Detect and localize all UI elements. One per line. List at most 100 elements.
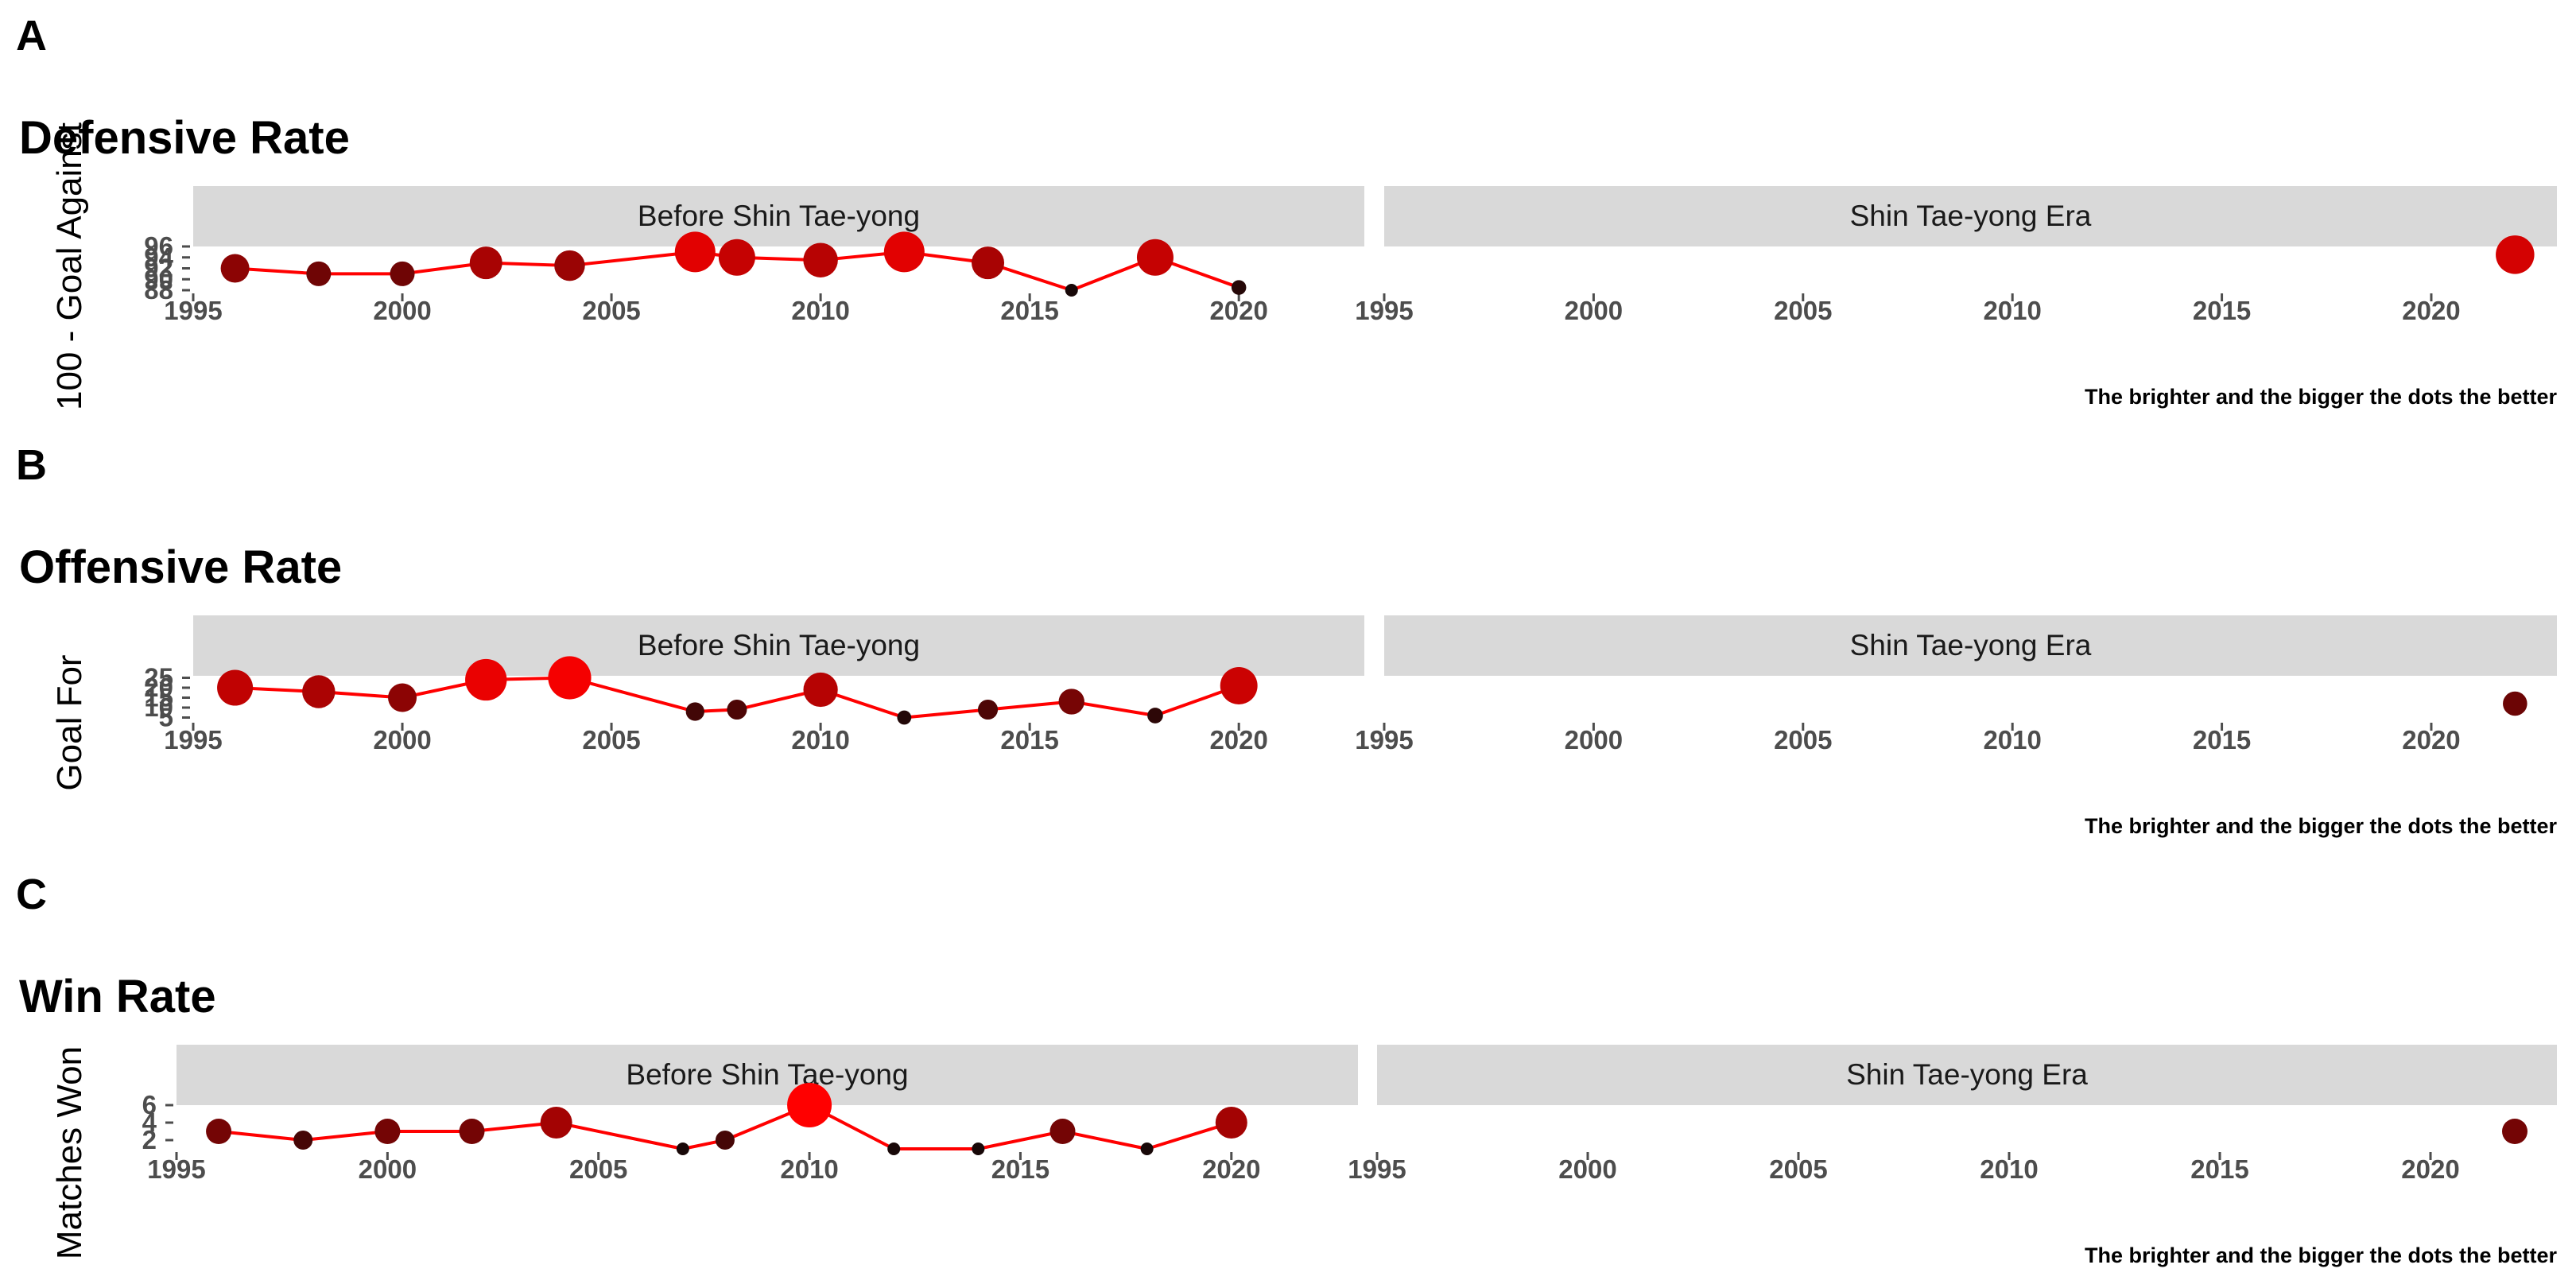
panel-tag: B — [16, 441, 47, 489]
y-tick-label: 92 — [144, 254, 173, 283]
data-point — [374, 1119, 401, 1144]
x-tick-label: 2010 — [1983, 296, 2041, 325]
data-point — [1058, 689, 1084, 715]
data-point — [548, 656, 592, 700]
data-point — [718, 239, 755, 276]
x-tick-label: 2020 — [1209, 725, 1267, 755]
y-tick-label: 6 — [142, 1090, 157, 1119]
x-tick-label: 2000 — [1558, 1154, 1616, 1184]
x-tick-label: 2005 — [582, 725, 640, 755]
x-tick-label: 2020 — [1202, 1154, 1260, 1184]
data-point — [1231, 280, 1247, 295]
data-point — [388, 683, 417, 712]
data-point — [676, 1143, 689, 1155]
data-point — [540, 1107, 572, 1139]
x-tick-label: 2020 — [2402, 725, 2460, 755]
panel-title: Offensive Rate — [19, 541, 343, 593]
data-point — [2503, 691, 2528, 716]
x-tick-label: 2000 — [1565, 296, 1623, 325]
x-tick-label: 1995 — [164, 725, 222, 755]
x-tick-label: 2005 — [1774, 296, 1832, 325]
data-point — [306, 261, 332, 286]
data-point — [2502, 1119, 2528, 1144]
data-point — [459, 1119, 485, 1144]
y-tick-label: 15 — [144, 683, 173, 712]
x-tick-label: 2020 — [2402, 296, 2460, 325]
data-point — [220, 254, 250, 283]
data-point — [469, 246, 502, 280]
data-point — [803, 242, 838, 277]
data-point — [1215, 1107, 1247, 1139]
y-tick-label: 20 — [144, 673, 173, 702]
caption: The brighter and the bigger the dots the… — [2084, 1243, 2557, 1267]
x-tick-label: 2005 — [569, 1154, 627, 1184]
x-tick-label: 2010 — [1983, 725, 2041, 755]
data-point — [887, 1143, 901, 1155]
data-point — [787, 1083, 832, 1127]
data-point — [1065, 284, 1078, 297]
x-tick-label: 2000 — [373, 725, 431, 755]
facet-strip-before: Before Shin Tae-yong — [177, 1045, 1358, 1105]
facet-strip-era: Shin Tae-yong Era — [1377, 1045, 2557, 1105]
x-tick-label: 2015 — [1000, 725, 1058, 755]
data-point — [674, 231, 716, 273]
y-tick-label: 4 — [142, 1108, 157, 1137]
x-tick-label: 1995 — [1355, 725, 1413, 755]
x-tick-label: 2000 — [373, 296, 431, 325]
x-tick-label: 1995 — [147, 1154, 205, 1184]
x-tick-label: 2005 — [1774, 725, 1832, 755]
data-point — [685, 702, 704, 721]
data-point — [727, 699, 747, 720]
facet-strip-before: Before Shin Tae-yong — [193, 186, 1364, 246]
data-point — [803, 672, 838, 708]
data-point — [972, 246, 1005, 280]
panel-title: Defensive Rate — [19, 112, 350, 164]
data-point — [390, 261, 415, 286]
facet-strip-era: Shin Tae-yong Era — [1384, 186, 2557, 246]
facet-strip-era: Shin Tae-yong Era — [1384, 615, 2557, 676]
data-point — [1147, 708, 1163, 724]
panel-tag: C — [16, 871, 47, 918]
panel-title: Win Rate — [19, 971, 216, 1022]
x-tick-label: 2010 — [780, 1154, 838, 1184]
panel-a: A Defensive Rate 100 - Goal Against Befo… — [0, 0, 2576, 429]
data-point — [1049, 1119, 1076, 1144]
x-tick-label: 2020 — [2401, 1154, 2459, 1184]
data-point — [293, 1131, 313, 1150]
data-point — [1140, 1143, 1154, 1155]
data-point — [972, 1143, 985, 1155]
data-point — [897, 710, 912, 725]
x-tick-label: 1995 — [164, 296, 222, 325]
x-tick-label: 2010 — [791, 296, 849, 325]
facet-strip-before: Before Shin Tae-yong — [193, 615, 1364, 676]
data-point — [302, 675, 336, 708]
data-point — [2496, 235, 2535, 274]
panel-b: B Offensive Rate Goal For Before Shin Ta… — [0, 429, 2576, 859]
data-point — [883, 231, 925, 273]
x-tick-label: 1995 — [1348, 1154, 1406, 1184]
data-point — [554, 250, 585, 281]
y-tick-label: 2 — [142, 1125, 157, 1154]
x-tick-label: 2020 — [1209, 296, 1267, 325]
data-point — [217, 669, 254, 706]
x-tick-label: 2015 — [2193, 296, 2251, 325]
caption: The brighter and the bigger the dots the… — [2084, 814, 2557, 838]
y-tick-label: 25 — [144, 663, 173, 692]
data-point — [977, 699, 999, 720]
y-tick-label: 88 — [144, 275, 173, 305]
x-tick-label: 2015 — [2190, 1154, 2248, 1184]
data-point — [1136, 239, 1174, 276]
data-point — [465, 658, 507, 701]
x-tick-label: 2005 — [1769, 1154, 1827, 1184]
y-tick-label: 10 — [144, 692, 173, 722]
x-tick-label: 2010 — [791, 725, 849, 755]
y-tick-label: 96 — [144, 231, 173, 261]
panel-c: C Win Rate Matches Won Before Shin Tae-y… — [0, 859, 2576, 1288]
x-tick-label: 2015 — [1000, 296, 1058, 325]
x-tick-label: 1995 — [1355, 296, 1413, 325]
x-tick-label: 2015 — [2193, 725, 2251, 755]
x-tick-label: 2005 — [582, 296, 640, 325]
